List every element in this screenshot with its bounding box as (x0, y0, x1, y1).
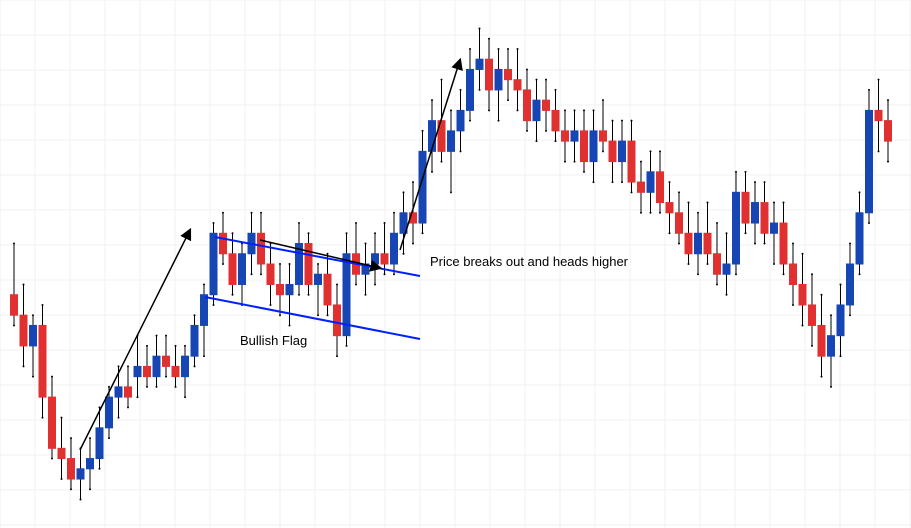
annotation-label: Bullish Flag (240, 333, 307, 348)
candlestick-chart: Bullish Flag Price breaks out and heads h… (0, 0, 911, 528)
annotation-label: Price breaks out and heads higher (430, 254, 629, 269)
